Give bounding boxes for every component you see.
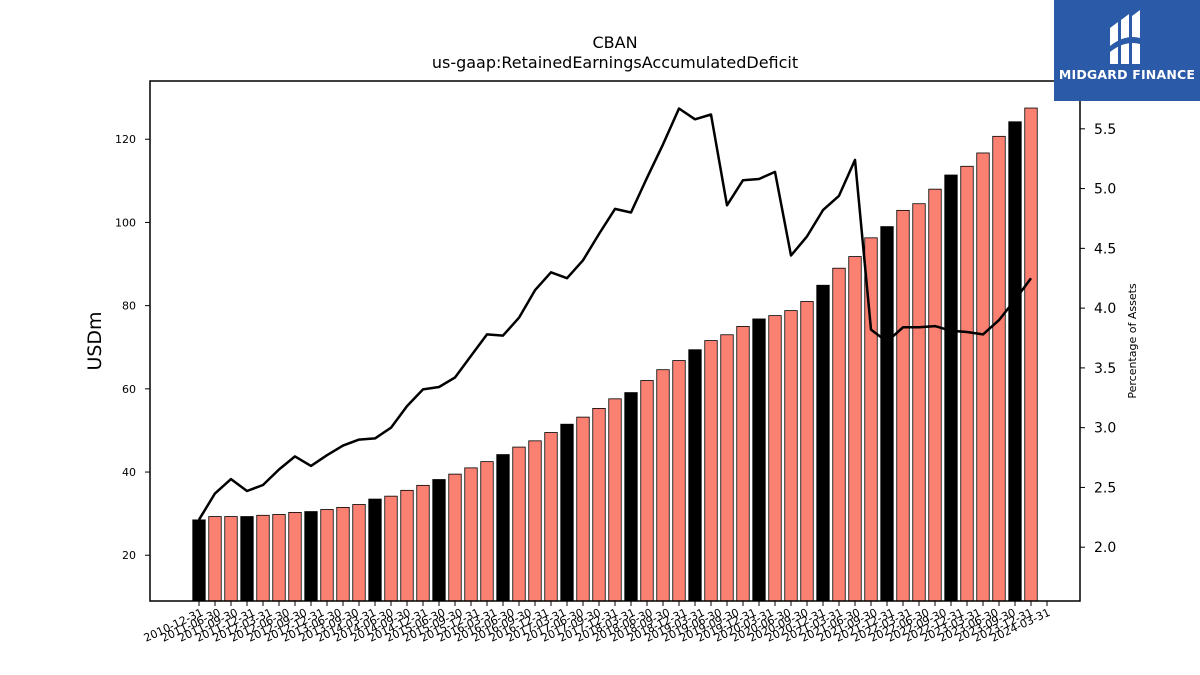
y2-tick-label: 2.5 [1094, 480, 1116, 496]
y-tick-label: 20 [122, 549, 136, 562]
bar [896, 209, 910, 602]
bar [512, 446, 526, 602]
bar [256, 514, 270, 602]
bar [752, 318, 766, 602]
bar [336, 506, 350, 602]
chart-title: CBAN [592, 33, 637, 52]
y-tick-label: 120 [115, 133, 136, 146]
y2-tick-label: 3.0 [1094, 421, 1116, 437]
bar [960, 165, 974, 602]
bar [880, 226, 894, 602]
bar [848, 256, 862, 602]
y2-tick-label: 4.0 [1094, 301, 1116, 317]
y2-tick-label: 5.5 [1094, 122, 1116, 138]
bar [384, 495, 398, 602]
bar [304, 511, 318, 602]
bar [528, 440, 542, 602]
y2-axis-label: Percentage of Assets [1126, 283, 1139, 399]
bar [736, 326, 750, 602]
bar [800, 301, 814, 602]
y2-tick-label: 3.5 [1094, 361, 1116, 377]
bar [1024, 107, 1038, 602]
y-tick-label: 40 [122, 466, 136, 479]
bar [704, 340, 718, 602]
bar [560, 423, 574, 602]
brand-name: MIDGARD FINANCE [1058, 67, 1196, 82]
bar [480, 461, 494, 602]
y-axis-label: USDm [84, 311, 106, 370]
bar [944, 174, 958, 602]
bar [448, 473, 462, 602]
bar [816, 284, 830, 602]
bar [240, 516, 254, 602]
bar [624, 392, 638, 602]
bar [352, 504, 366, 602]
bar [640, 380, 654, 602]
bar [192, 519, 206, 602]
bar [368, 498, 382, 602]
bar [400, 489, 414, 602]
bar [320, 509, 334, 602]
bar [976, 152, 990, 602]
bar [656, 369, 670, 602]
midgard-logo-icon [1110, 10, 1140, 64]
percentage-line [197, 107, 1033, 521]
y-tick-label: 60 [122, 383, 136, 396]
bar [544, 432, 558, 602]
y2-tick-label: 5.0 [1094, 182, 1116, 198]
bar [768, 315, 782, 602]
bar [784, 310, 798, 602]
y-tick-label: 80 [122, 300, 136, 313]
bar [496, 454, 510, 602]
plot-frame [149, 80, 1081, 602]
bar [432, 479, 446, 602]
bar [272, 514, 286, 602]
bar [928, 188, 942, 602]
y-tick-label: 100 [115, 216, 136, 229]
bar [416, 484, 430, 602]
bar [688, 349, 702, 602]
bar [464, 467, 478, 602]
brand-logo: MIDGARD FINANCE [1054, 0, 1200, 101]
y2-tick-label: 4.5 [1094, 241, 1116, 257]
bar [720, 334, 734, 602]
bar [992, 135, 1006, 602]
bar [208, 516, 222, 602]
bar [608, 398, 622, 602]
chart-subtitle: us-gaap:RetainedEarningsAccumulatedDefic… [432, 53, 798, 72]
bar [1008, 121, 1022, 602]
bar [224, 516, 238, 602]
bar [832, 267, 846, 602]
bar [592, 407, 606, 602]
bar [672, 360, 686, 602]
bar [288, 511, 302, 602]
y2-tick-label: 2.0 [1094, 540, 1116, 556]
bar [576, 416, 590, 602]
bar [912, 203, 926, 602]
